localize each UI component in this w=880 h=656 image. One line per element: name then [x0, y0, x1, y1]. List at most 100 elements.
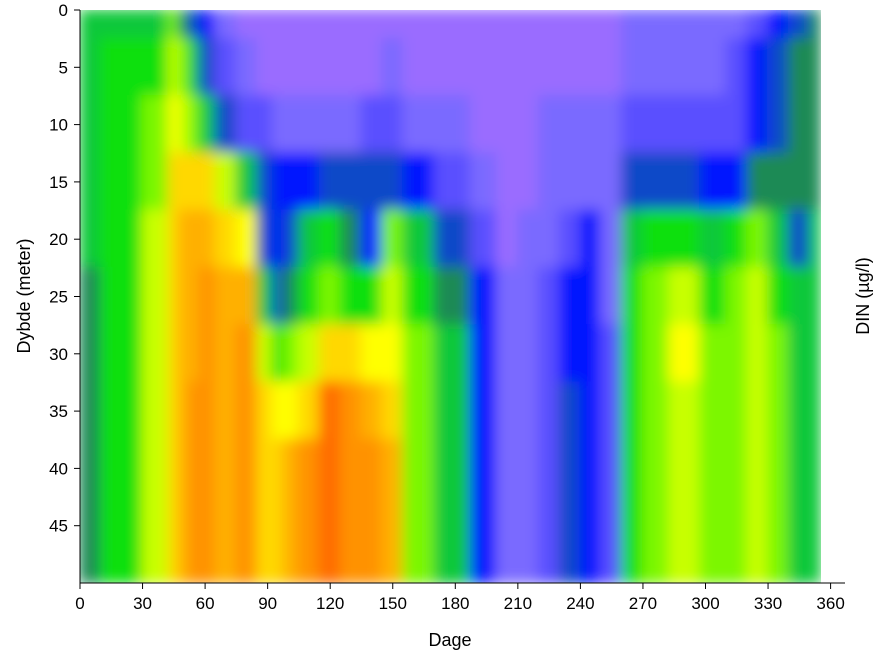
heatmap-cell — [235, 37, 259, 97]
heatmap-cell — [516, 438, 540, 499]
heatmap-cell — [381, 381, 405, 441]
heatmap-cell — [787, 324, 811, 384]
heatmap-cell — [235, 152, 259, 212]
heatmap-cell — [214, 95, 238, 155]
heatmap-cell — [339, 324, 363, 384]
heatmap-cell — [271, 266, 285, 327]
heatmap-cell — [537, 381, 561, 441]
heatmap-cell — [767, 438, 790, 499]
heatmap-cell — [178, 324, 191, 384]
heatmap-cell — [725, 438, 749, 499]
heatmap-cell — [699, 324, 728, 384]
heatmap-cell — [516, 496, 540, 556]
heatmap-cell — [433, 209, 472, 269]
heatmap-cell — [767, 381, 790, 441]
heatmap-cell — [600, 209, 624, 269]
heatmap-cell — [282, 10, 300, 40]
heatmap-cell — [297, 496, 321, 556]
heatmap-cell — [198, 381, 217, 441]
heatmap-cell — [767, 37, 790, 97]
heatmap-cell — [699, 95, 728, 155]
heatmap-cell — [178, 553, 191, 583]
heatmap-cell — [621, 553, 644, 583]
heatmap-cell — [537, 37, 561, 97]
heatmap-cell — [600, 37, 624, 97]
heatmap-cell — [178, 37, 191, 97]
heatmap-cell — [271, 10, 285, 40]
heatmap-cell — [668, 10, 702, 40]
heatmap-cell — [141, 37, 170, 97]
heatmap-cell — [516, 152, 540, 212]
heatmap-cell — [80, 266, 102, 327]
heatmap-cell — [271, 381, 285, 441]
heatmap-cell — [99, 324, 144, 384]
heatmap-cell — [271, 438, 285, 499]
heatmap-cell — [725, 381, 749, 441]
heatmap-cell — [214, 324, 238, 384]
heatmap-cell — [141, 152, 170, 212]
heatmap-cell — [469, 95, 498, 155]
heatmap-cell — [282, 496, 300, 556]
heatmap-cell — [496, 496, 519, 556]
heatmap-cell — [99, 438, 144, 499]
heatmap-cell — [141, 324, 170, 384]
heatmap-cell — [496, 381, 519, 441]
heatmap-cell — [198, 37, 217, 97]
heatmap-cell — [80, 553, 102, 583]
heatmap-cell — [537, 324, 561, 384]
heatmap-cell — [642, 324, 671, 384]
heatmap-cell — [699, 152, 728, 212]
heatmap-cell — [600, 324, 624, 384]
heatmap-cell — [297, 209, 321, 269]
heatmap-cell — [99, 381, 144, 441]
heatmap-cell — [282, 381, 300, 441]
heatmap-cell — [214, 381, 238, 441]
heatmap-cell — [256, 152, 274, 212]
heatmap-cell — [178, 10, 191, 40]
heatmap-cell — [360, 324, 384, 384]
heatmap-cell — [516, 266, 540, 327]
heatmap-cell — [558, 209, 582, 269]
heatmap-cell — [725, 324, 749, 384]
heatmap-cell — [188, 152, 201, 212]
heatmap-cell — [600, 496, 624, 556]
colorbar-label: DIN (µg/l) — [853, 257, 873, 334]
heatmap-cell — [99, 10, 144, 40]
heatmap-cell — [141, 95, 170, 155]
heatmap-cell — [668, 37, 702, 97]
heatmap-cell — [725, 266, 749, 327]
heatmap-cell — [787, 95, 811, 155]
heatmap-cell — [621, 10, 644, 40]
heatmap-cell — [214, 438, 238, 499]
heatmap-cell — [141, 381, 170, 441]
heatmap-cell — [297, 95, 321, 155]
heatmap-cell — [433, 324, 472, 384]
y-tick-label: 35 — [49, 402, 68, 421]
heatmap-cell — [339, 496, 363, 556]
heatmap-cell — [787, 10, 811, 40]
heatmap-cell — [725, 10, 749, 40]
heatmap-cell — [579, 496, 603, 556]
heatmap-cell — [469, 553, 498, 583]
heatmap-cell — [198, 152, 217, 212]
heatmap-cell — [746, 95, 769, 155]
heatmap-cell — [668, 438, 702, 499]
y-tick-label: 45 — [49, 517, 68, 536]
heatmap-cell — [537, 438, 561, 499]
heatmap-cell — [360, 438, 384, 499]
heatmap-cell — [642, 438, 671, 499]
heatmap-cell — [469, 438, 498, 499]
heatmap-cell — [360, 266, 384, 327]
heatmap-cell — [80, 10, 102, 40]
heatmap-cell — [699, 209, 728, 269]
heatmap-cell — [381, 324, 405, 384]
heatmap-cell — [746, 209, 769, 269]
heatmap-cell — [381, 496, 405, 556]
plot-area — [80, 10, 821, 583]
y-tick-label: 40 — [49, 459, 68, 478]
heatmap-cell — [297, 553, 321, 583]
heatmap-cell — [360, 496, 384, 556]
heatmap-cell — [178, 152, 191, 212]
heatmap-cell — [235, 381, 259, 441]
heatmap-cell — [235, 496, 259, 556]
